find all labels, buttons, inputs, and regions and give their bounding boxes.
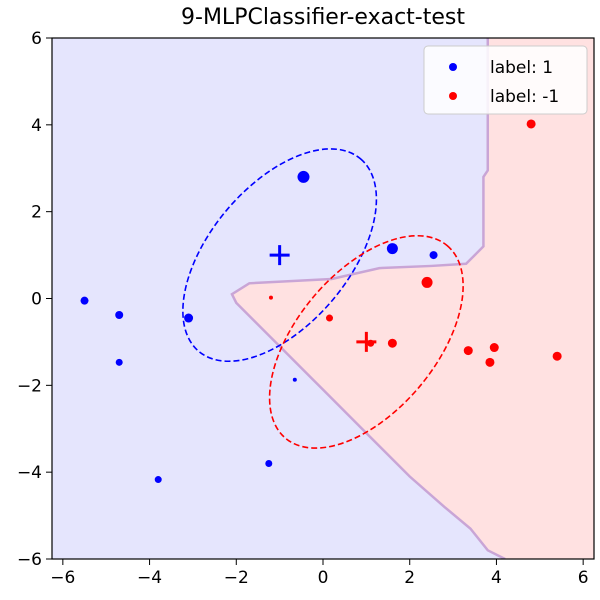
data-points (80, 119, 562, 484)
legend-label-1: label: -1 (490, 87, 559, 107)
legend-label-0: label: 1 (490, 58, 553, 78)
x-tick-label-2: −2 (224, 568, 249, 588)
x-tick-label-4: 2 (404, 568, 415, 588)
x-tick-label-3: 0 (318, 568, 329, 588)
y-tick-label-4: 2 (31, 203, 42, 223)
chart-title: 9-MLPClassifier-exact-test (181, 5, 465, 30)
point-series-1-3 (326, 314, 334, 322)
point-series-1-7 (489, 343, 499, 353)
decision-boundary-line (230, 38, 506, 559)
y-tick-label-2: −2 (17, 376, 42, 396)
point-series-1-6 (463, 346, 473, 356)
point-series-0-1 (386, 243, 398, 255)
point-series-1-0 (526, 119, 536, 129)
mean-marker-series-1 (356, 331, 377, 352)
legend-box (423, 45, 588, 115)
x-tick-label-6: 6 (578, 568, 589, 588)
ellipse-series-0 (182, 148, 378, 363)
decision-regions (52, 38, 594, 559)
point-series-0-4 (115, 310, 124, 319)
point-series-0-0 (297, 170, 310, 183)
legend-marker-0 (449, 63, 457, 71)
point-series-0-6 (115, 358, 123, 366)
point-series-0-8 (265, 459, 273, 467)
x-axis: −6 −4 −2 0 2 4 6 (50, 559, 589, 588)
ellipse-series-1 (268, 234, 464, 449)
point-series-1-1 (421, 276, 433, 288)
point-series-0-5 (184, 313, 194, 323)
y-tick-label-6: 6 (31, 29, 42, 49)
point-series-1-4 (387, 338, 397, 348)
legend-marker-1 (449, 92, 457, 100)
point-series-0-7 (292, 377, 297, 382)
legend: label: 1 label: -1 (423, 45, 588, 115)
y-tick-label-3: 0 (31, 290, 42, 310)
covariance-ellipses (182, 148, 464, 449)
point-series-1-2 (268, 295, 273, 300)
point-series-1-8 (485, 357, 495, 367)
region-label-neg1 (231, 38, 594, 559)
x-tick-label-0: −6 (50, 568, 75, 588)
y-axis: −6 −4 −2 0 2 4 6 (17, 29, 52, 570)
x-tick-label-1: −4 (137, 568, 162, 588)
class-means (269, 245, 377, 352)
y-tick-label-5: 4 (31, 116, 42, 136)
y-tick-label-1: −4 (17, 463, 42, 483)
y-tick-label-0: −6 (17, 550, 42, 570)
point-series-1-9 (552, 351, 562, 361)
point-series-0-9 (154, 476, 162, 484)
point-series-0-2 (429, 251, 438, 260)
mean-marker-series-0 (269, 245, 290, 266)
x-tick-label-5: 4 (491, 568, 502, 588)
point-series-0-3 (80, 296, 89, 305)
